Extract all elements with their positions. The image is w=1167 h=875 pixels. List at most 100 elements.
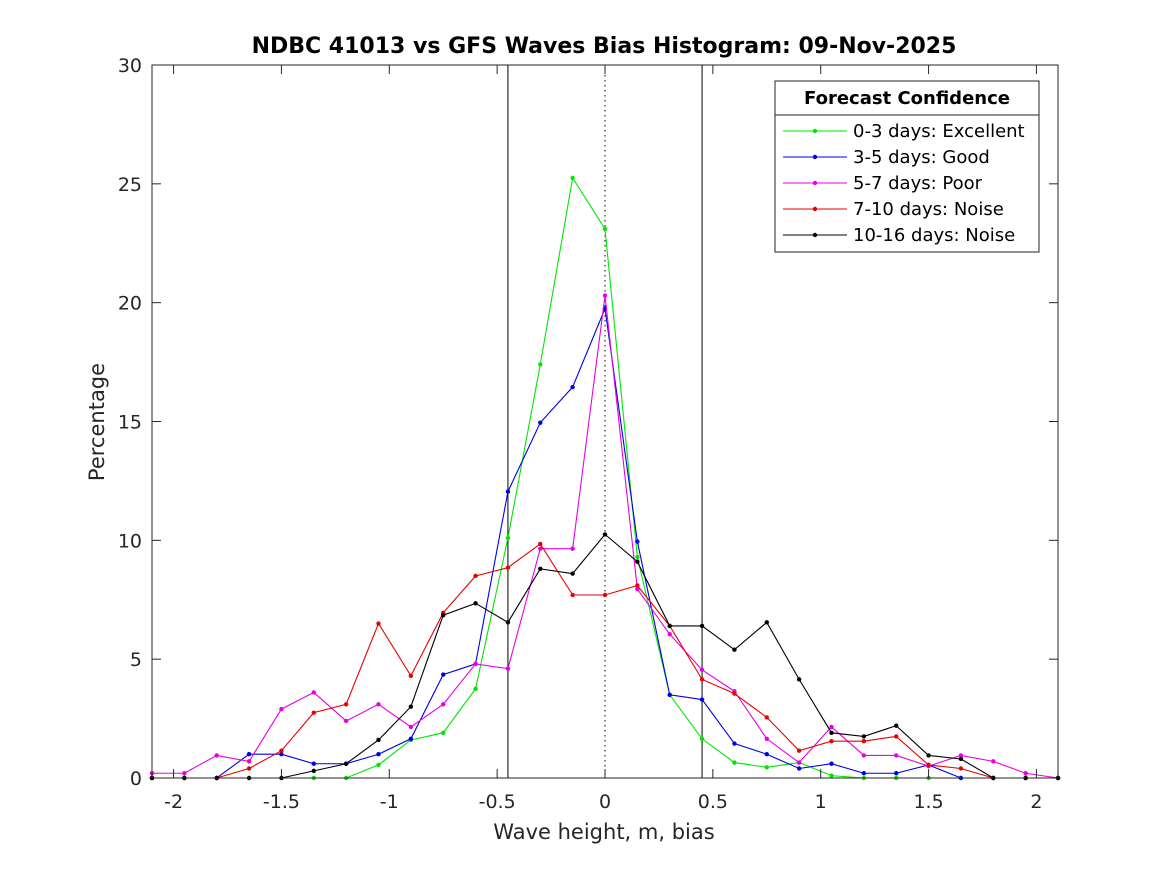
data-point: [699, 677, 705, 682]
data-point: [796, 766, 802, 771]
data-point: [732, 647, 737, 652]
data-point: [699, 623, 705, 629]
data-point: [732, 741, 737, 746]
data-point: [279, 706, 284, 712]
x-axis-label: Wave height, m, bias: [493, 820, 714, 844]
data-point: [311, 710, 316, 715]
data-point: [991, 759, 996, 764]
data-point: [732, 691, 737, 696]
data-point: [602, 293, 608, 298]
data-point: [343, 718, 349, 724]
data-point: [829, 730, 834, 736]
data-point: [246, 766, 252, 771]
data-point: [958, 756, 964, 762]
y-axis-label: Percentage: [85, 363, 109, 481]
data-point: [538, 566, 543, 572]
data-point: [408, 736, 414, 741]
y-tick-label: 15: [118, 412, 142, 434]
legend-item: 5-7 days: Poor: [783, 173, 983, 194]
data-point: [861, 738, 867, 744]
chart-title: NDBC 41013 vs GFS Waves Bias Histogram: …: [252, 34, 957, 59]
data-point: [894, 753, 899, 758]
data-point: [699, 697, 705, 702]
data-point: [764, 765, 769, 770]
data-point: [376, 621, 381, 626]
data-point: [473, 573, 478, 579]
data-point: [279, 752, 284, 757]
data-point: [958, 753, 964, 758]
data-point: [764, 715, 769, 720]
legend-swatch-marker: [812, 180, 818, 186]
x-tick-label: 1: [815, 791, 827, 813]
x-tick-label: 1.5: [913, 791, 943, 813]
data-point: [505, 666, 511, 671]
data-point: [829, 761, 834, 766]
data-point: [894, 734, 899, 739]
data-point: [764, 736, 769, 741]
data-point: [441, 702, 446, 707]
legend-label: 5-7 days: Poor: [853, 173, 983, 194]
data-point: [894, 723, 899, 728]
x-tick-label: -2: [164, 791, 183, 813]
data-point: [796, 760, 802, 765]
data-point: [829, 773, 834, 778]
data-point: [473, 661, 478, 667]
data-point: [829, 738, 834, 744]
data-point: [635, 539, 640, 544]
data-point: [505, 535, 511, 541]
data-point: [408, 724, 414, 730]
legend-swatch-marker: [812, 232, 818, 238]
y-tick-label: 5: [130, 649, 142, 671]
data-point: [376, 702, 381, 707]
data-point: [602, 592, 608, 598]
data-point: [505, 489, 511, 494]
legend-item: 7-10 days: Noise: [783, 199, 1004, 220]
x-tick-label: -1.5: [263, 791, 300, 813]
data-point: [667, 692, 672, 698]
data-point: [796, 748, 802, 753]
data-point: [408, 704, 414, 709]
data-point: [538, 541, 543, 547]
data-point: [538, 546, 543, 551]
legend-swatch-marker: [812, 206, 818, 212]
data-point: [570, 175, 575, 181]
data-point: [311, 690, 316, 695]
data-point: [246, 752, 252, 757]
legend-label: 10-16 days: Noise: [853, 225, 1015, 246]
data-point: [635, 554, 640, 560]
series-3: [149, 293, 1061, 781]
data-point: [958, 766, 964, 771]
x-tick-label: 0.5: [698, 791, 728, 813]
data-point: [635, 583, 640, 588]
data-point: [667, 623, 672, 629]
data-point: [311, 761, 316, 766]
legend: Forecast Confidence 0-3 days: Excellent 3…: [774, 80, 1040, 253]
data-point: [505, 565, 511, 570]
data-point: [667, 632, 672, 637]
y-tick-label: 20: [118, 293, 142, 315]
data-point: [343, 761, 349, 766]
data-point: [376, 752, 381, 757]
x-tick-label: -0.5: [479, 791, 516, 813]
y-tick-label: 30: [118, 55, 142, 77]
data-point: [570, 384, 575, 390]
data-point: [441, 612, 446, 618]
data-point: [732, 760, 737, 765]
data-point: [635, 559, 640, 564]
x-tick-label: 2: [1030, 791, 1042, 813]
data-point: [570, 592, 575, 598]
legend-item: 10-16 days: Noise: [783, 225, 1015, 246]
data-point: [926, 762, 931, 768]
x-tick-label: -1: [380, 791, 399, 813]
data-point: [376, 762, 381, 768]
data-point: [764, 752, 769, 757]
data-point: [861, 771, 867, 776]
y-tick-label: 25: [118, 174, 142, 196]
legend-swatch-marker: [812, 128, 818, 134]
data-point: [538, 362, 543, 367]
data-point: [764, 620, 769, 625]
data-point: [311, 768, 316, 774]
data-point: [602, 532, 608, 537]
data-point: [473, 601, 478, 606]
